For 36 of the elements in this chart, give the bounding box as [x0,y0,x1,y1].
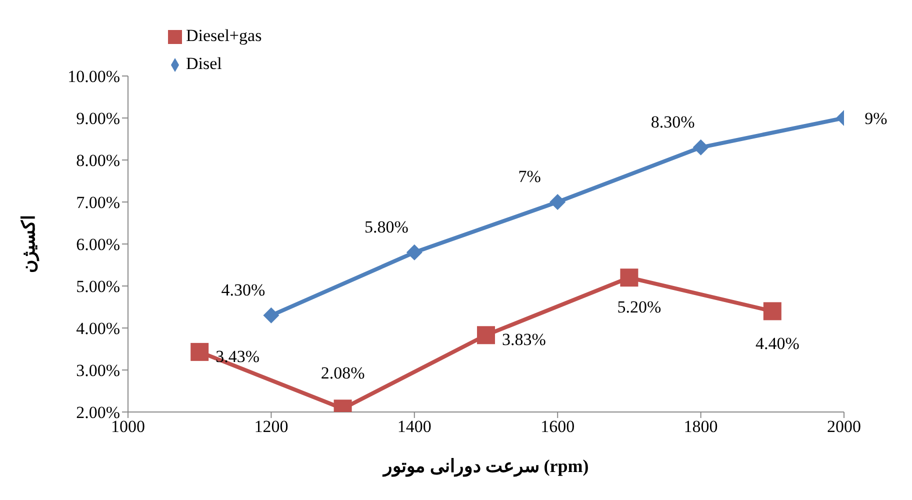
y-axis-title: اکسیژن [18,215,40,273]
y-tick-label: 10.00% [68,67,120,86]
data-label: 2.08% [320,364,365,383]
point [763,302,782,320]
y-tick-label: 4.00% [76,319,120,338]
data-label: 7% [518,167,541,186]
data-label: 4.30% [221,280,266,300]
point [190,342,209,361]
data-label: 4.40% [755,334,800,354]
x-tick-label: 1800 [684,417,718,436]
y-tick-label: 5.00% [76,277,120,296]
y-tick-label: 3.00% [76,361,120,380]
point [263,307,280,324]
x-tick-label: 1400 [397,417,432,436]
legend-label: Disel [186,54,222,73]
point [692,139,709,156]
data-label: 9% [864,109,888,128]
data-label: 8.30% [650,112,695,132]
legend-label: Diesel+gas [186,26,262,45]
point [477,326,495,344]
data-label: 5.20% [617,298,662,317]
y-tick-label: 8.00% [76,151,120,170]
y-tick-label: 9.00% [76,109,120,128]
point [620,268,638,287]
x-tick-label: 1000 [111,417,145,436]
x-tick-label: 2000 [827,417,861,436]
point [550,194,566,210]
data-label: 5.80% [364,217,408,236]
x-tick-label: 1200 [254,417,288,436]
data-label: 3.83% [502,330,546,350]
point [406,244,422,260]
data-label: 3.43% [216,346,260,366]
x-tick-label: 1600 [540,417,575,436]
y-tick-label: 6.00% [76,235,120,254]
y-tick-label: 7.00% [76,193,120,212]
x-axis-title: سرعت دورانی موتور (rpm) [381,456,589,477]
